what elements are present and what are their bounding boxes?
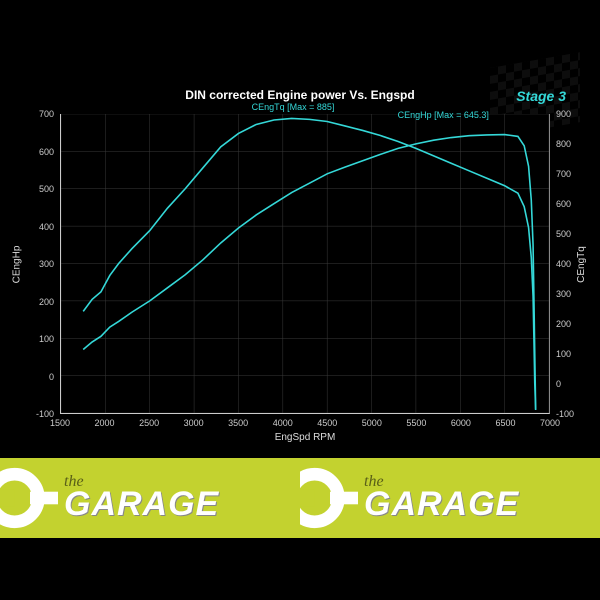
- x-tick: 5000: [362, 418, 382, 428]
- y-tick-right: 900: [556, 109, 571, 119]
- x-tick: 4500: [317, 418, 337, 428]
- y-tick-right: 600: [556, 199, 571, 209]
- plot-area: [60, 114, 550, 414]
- x-tick: 3000: [184, 418, 204, 428]
- page-root: DIN corrected Engine power Vs. Engspd St…: [0, 0, 600, 600]
- y-tick-right: 0: [556, 379, 561, 389]
- series-svg: [61, 114, 549, 413]
- x-tick: 1500: [50, 418, 70, 428]
- garage-text-2: the GARAGE: [364, 473, 519, 524]
- y-axis-label-left: CEngHp: [10, 114, 24, 414]
- y-tick-right: 500: [556, 229, 571, 239]
- y-tick-left: -100: [28, 409, 54, 419]
- x-tick: 5500: [406, 418, 426, 428]
- series-label-torque: CEngTq [Max = 885]: [252, 102, 335, 112]
- x-tick: 3500: [228, 418, 248, 428]
- y-tick-left: 0: [28, 372, 54, 382]
- x-tick: 4000: [273, 418, 293, 428]
- series-label-power: CEngHp [Max = 645.3]: [398, 110, 489, 120]
- x-tick: 6000: [451, 418, 471, 428]
- y-ticks-left: -1000100200300400500600700: [28, 114, 58, 414]
- y-tick-left: 600: [28, 147, 54, 157]
- wrench-icon: [0, 463, 58, 533]
- footer-brand-strip: the GARAGE the GARAGE: [0, 458, 600, 538]
- x-tick: 6500: [495, 418, 515, 428]
- garage-text-1: the GARAGE: [64, 473, 219, 524]
- y-tick-left: 300: [28, 259, 54, 269]
- x-ticks: 1500200025003000350040004500500055006000…: [60, 418, 550, 430]
- y-tick-left: 100: [28, 334, 54, 344]
- x-axis-label: EngSpd RPM: [60, 432, 550, 443]
- x-tick: 7000: [540, 418, 560, 428]
- garage-logo-2: the GARAGE: [300, 458, 600, 538]
- y-tick-left: 400: [28, 222, 54, 232]
- y-tick-right: 700: [556, 169, 571, 179]
- brand-name-2: GARAGE: [364, 485, 519, 524]
- chart-title: DIN corrected Engine power Vs. Engspd: [0, 88, 600, 102]
- y-tick-left: 500: [28, 184, 54, 194]
- wrench-icon: [300, 463, 358, 533]
- y-tick-right: 300: [556, 289, 571, 299]
- y-tick-right: 100: [556, 349, 571, 359]
- garage-logo-1: the GARAGE: [0, 458, 300, 538]
- y-axis-label-right: CEngTq: [574, 114, 588, 414]
- y-tick-right: -100: [556, 409, 574, 419]
- x-tick: 2500: [139, 418, 159, 428]
- y-tick-right: 400: [556, 259, 571, 269]
- x-tick: 2000: [95, 418, 115, 428]
- stage-label: Stage 3: [516, 88, 566, 104]
- y-tick-left: 700: [28, 109, 54, 119]
- y-tick-right: 200: [556, 319, 571, 329]
- y-tick-left: 200: [28, 297, 54, 307]
- y-tick-right: 800: [556, 139, 571, 149]
- brand-name-1: GARAGE: [64, 485, 219, 524]
